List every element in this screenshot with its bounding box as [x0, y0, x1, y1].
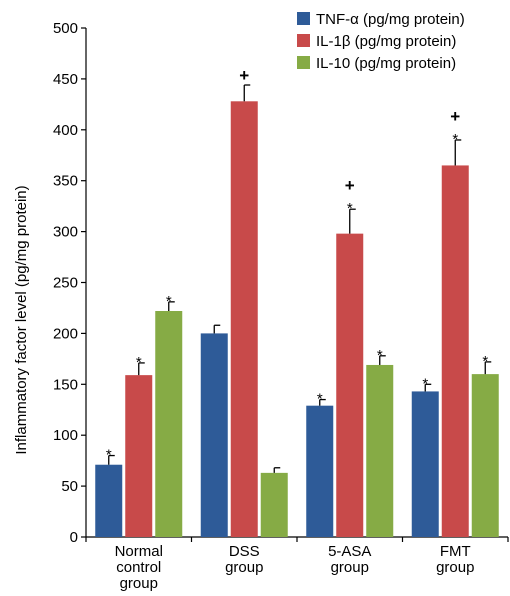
- y-tick-label: 250: [53, 275, 78, 292]
- category-label: DSS group: [225, 543, 263, 576]
- significance-star: *: [452, 131, 458, 148]
- bar: [366, 364, 394, 537]
- y-tick-label: 0: [70, 529, 78, 546]
- y-tick-label: 200: [53, 325, 78, 342]
- significance-star: *: [347, 200, 353, 217]
- y-tick-label: 150: [53, 376, 78, 393]
- bar: [441, 165, 469, 537]
- bar: [471, 374, 499, 537]
- legend-swatch: [297, 56, 310, 69]
- legend-swatch: [297, 34, 310, 47]
- annotations: * * * * + * + * + * * *: [106, 66, 489, 464]
- bar: [230, 101, 258, 538]
- legend-label: IL-1β (pg/mg protein): [316, 33, 456, 50]
- category-label: Normal control group: [115, 543, 163, 592]
- bars: [95, 84, 499, 538]
- y-tick-label: 350: [53, 173, 78, 190]
- legend: TNF-α (pg/mg protein) IL-1β (pg/mg protei…: [297, 11, 465, 72]
- bar: [155, 311, 183, 537]
- y-tick-label: 450: [53, 71, 78, 88]
- y-axis-title: Inflammatory factor level (pg/mg protein…: [13, 185, 30, 454]
- bar: [260, 472, 288, 537]
- bar: [336, 233, 364, 538]
- x-axis: Normal control group DSS group 5-ASA group FMT g…: [85, 536, 509, 592]
- y-tick-label: 300: [53, 224, 78, 241]
- significance-plus: +: [345, 176, 355, 195]
- significance-plus: +: [239, 66, 249, 85]
- significance-star: *: [482, 353, 488, 370]
- bar: [411, 391, 439, 537]
- y-axis: 0 50 100 150 200 250 300 350 400 450 500: [53, 20, 87, 546]
- significance-star: *: [136, 354, 142, 371]
- significance-star: *: [166, 293, 172, 310]
- significance-star: *: [106, 447, 112, 464]
- category-label: 5-ASA group: [328, 543, 371, 576]
- y-tick-label: 100: [53, 427, 78, 444]
- significance-plus: +: [450, 107, 460, 126]
- significance-star: *: [317, 391, 323, 408]
- significance-star: *: [377, 347, 383, 364]
- bar: [200, 333, 228, 537]
- category-label: FMT group: [436, 543, 474, 576]
- legend-label: TNF-α (pg/mg protein): [316, 11, 465, 28]
- legend-label: IL-10 (pg/mg protein): [316, 55, 456, 72]
- y-tick-label: 50: [61, 478, 78, 495]
- y-tick-label: 400: [53, 122, 78, 139]
- legend-swatch: [297, 12, 310, 25]
- bar: [125, 375, 153, 537]
- y-tick-label: 500: [53, 20, 78, 37]
- bar: [306, 405, 334, 537]
- bar: [95, 464, 123, 537]
- significance-star: *: [422, 375, 428, 392]
